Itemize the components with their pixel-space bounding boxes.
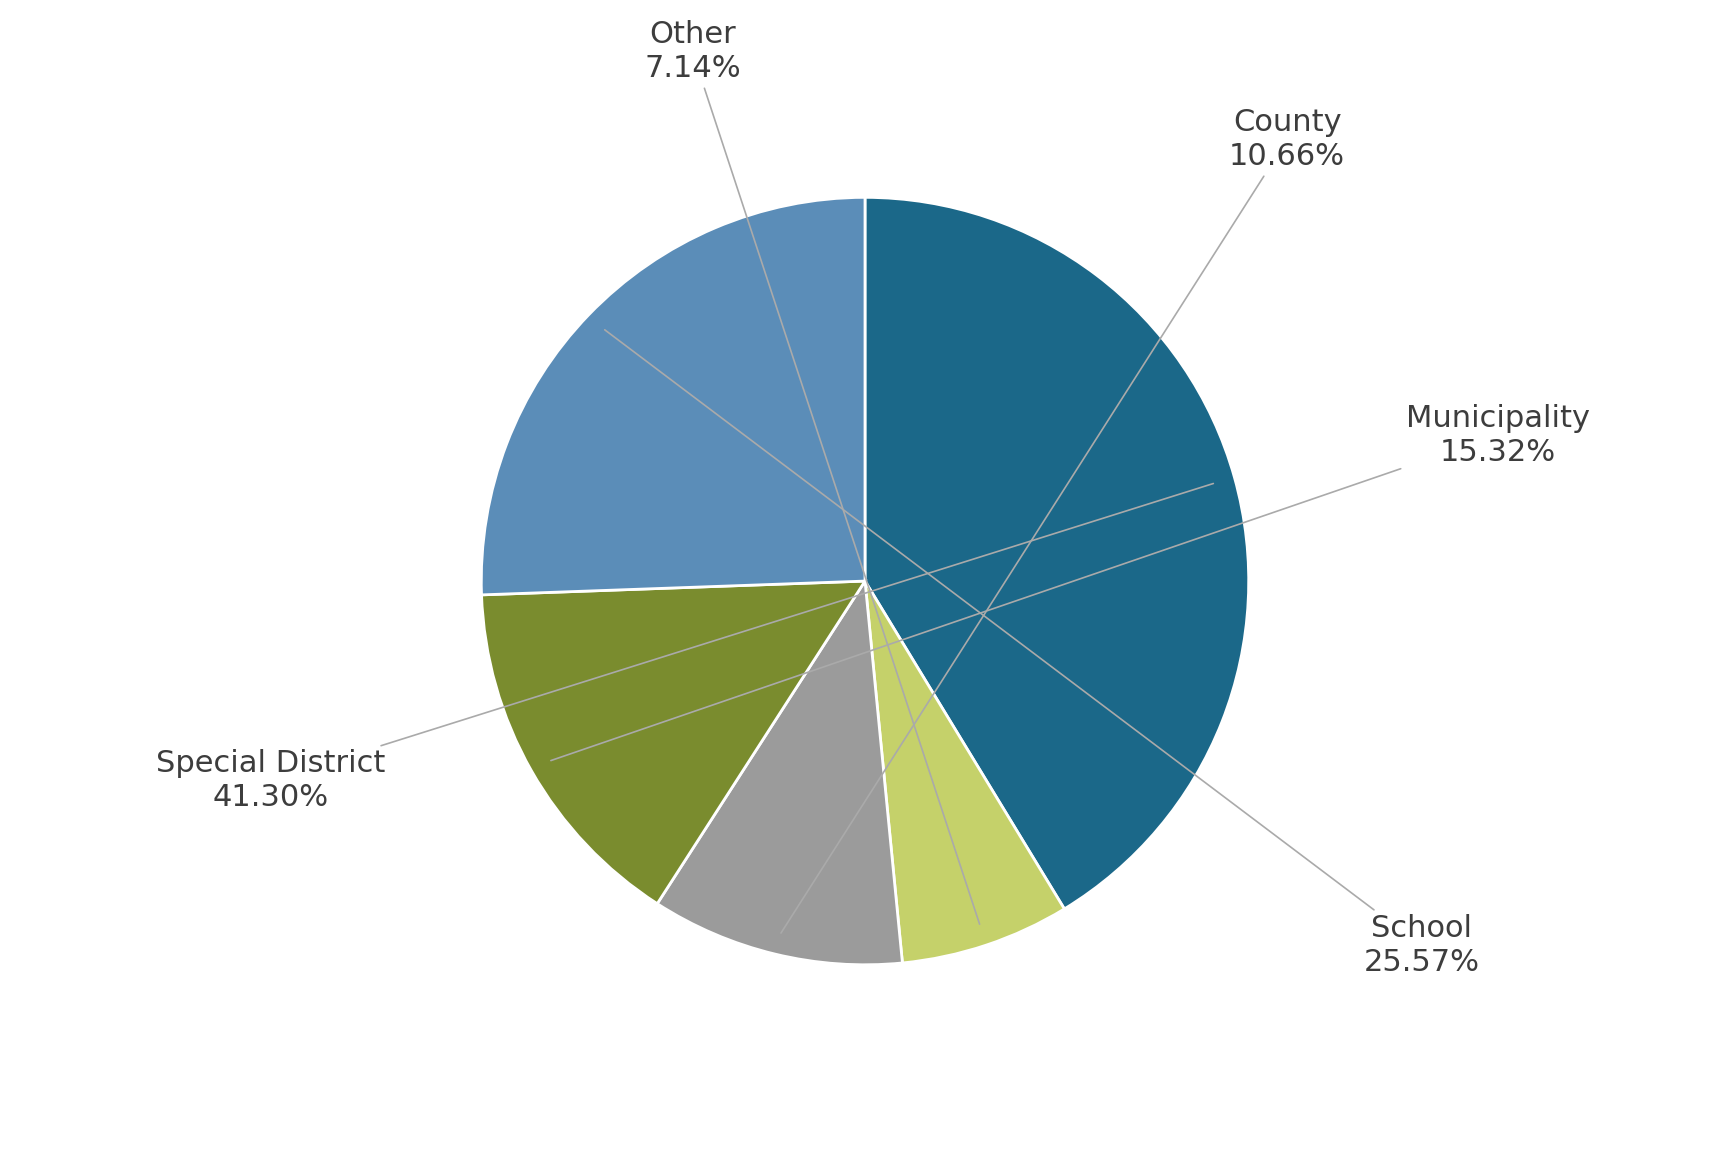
Wedge shape — [865, 581, 1064, 963]
Wedge shape — [481, 198, 865, 595]
Wedge shape — [657, 581, 903, 964]
Text: Other
7.14%: Other 7.14% — [644, 21, 979, 924]
Text: County
10.66%: County 10.66% — [780, 109, 1346, 933]
Text: Municipality
15.32%: Municipality 15.32% — [550, 404, 1590, 761]
Text: School
25.57%: School 25.57% — [606, 330, 1479, 977]
Text: Special District
41.30%: Special District 41.30% — [156, 484, 1213, 812]
Wedge shape — [865, 198, 1249, 909]
Wedge shape — [481, 581, 865, 903]
